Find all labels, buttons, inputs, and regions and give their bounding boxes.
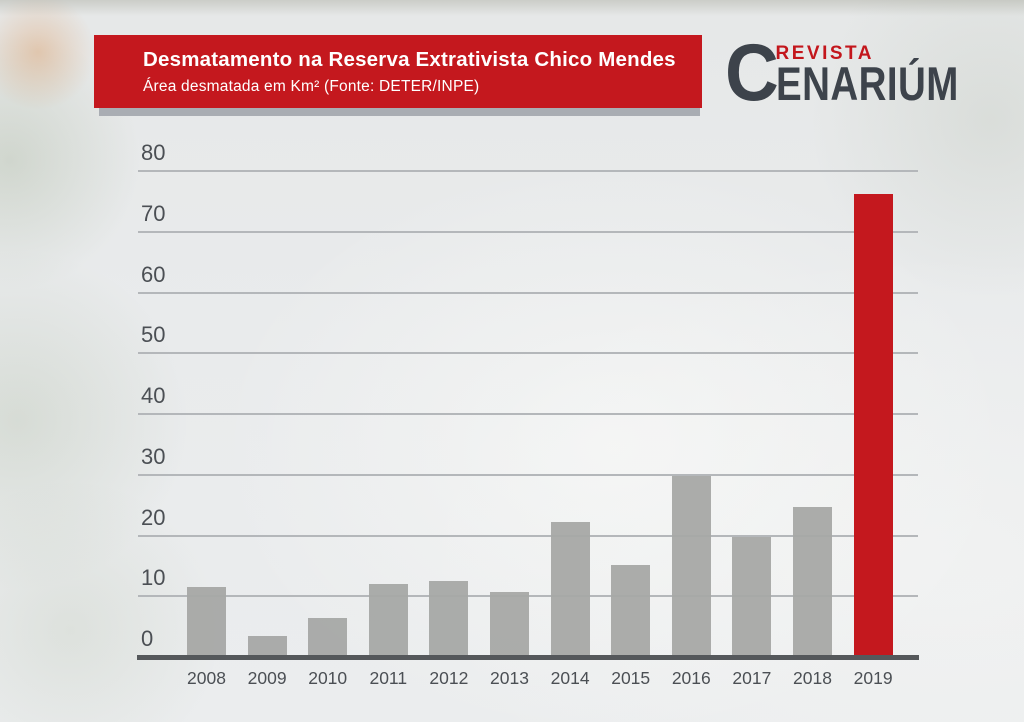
x-axis-line	[137, 655, 919, 660]
logo-letter-c: C	[725, 28, 779, 118]
y-axis-label-50: 50	[141, 322, 166, 348]
bar-2013	[490, 592, 529, 659]
bar-2008	[187, 586, 226, 659]
y-axis-label-10: 10	[141, 565, 166, 591]
x-axis-label-2012: 2012	[429, 668, 469, 688]
bar-2015	[611, 564, 651, 659]
x-axis-label-2013: 2013	[490, 668, 529, 688]
x-axis-label-2014: 2014	[550, 668, 590, 688]
bar-2012	[429, 580, 469, 659]
brand-logo: C REVISTA ENARIÚM	[725, 28, 999, 118]
y-axis-label-70: 70	[141, 200, 166, 226]
bar-2010	[308, 618, 348, 659]
x-axis-label-2018: 2018	[793, 668, 832, 688]
bar-2019	[853, 193, 893, 659]
x-axis-label-2017: 2017	[732, 668, 772, 688]
gridline-80	[138, 170, 918, 172]
chart-subtitle: Área desmatada em Km² (Fonte: DETER/INPE…	[143, 77, 480, 95]
gridline-60	[138, 291, 918, 294]
x-axis-label-2016: 2016	[671, 668, 711, 688]
gridline-70	[138, 230, 918, 233]
header-banner: Desmatamento na Reserva Extrativista Chi…	[94, 35, 702, 108]
y-axis-label-80: 80	[141, 140, 166, 165]
x-axis-label-2010: 2010	[308, 668, 348, 688]
x-axis-label-2015: 2015	[611, 668, 651, 688]
logo-revista-text: REVISTA	[775, 43, 874, 64]
chart-title: Desmatamento na Reserva Extrativista Chi…	[143, 48, 676, 71]
x-axis-label-2019: 2019	[853, 668, 893, 688]
bar-2014	[550, 521, 590, 659]
gridline-30	[138, 473, 918, 476]
bar-2017	[732, 536, 772, 659]
y-axis-label-20: 20	[141, 504, 166, 530]
y-axis-label-60: 60	[141, 261, 166, 287]
gridline-20	[138, 534, 918, 537]
x-axis-label-2008: 2008	[187, 668, 226, 688]
x-axis-label-2011: 2011	[369, 668, 408, 688]
bar-2009	[247, 636, 287, 659]
y-axis-label-30: 30	[141, 443, 166, 469]
logo-text-stack: REVISTA ENARIÚM	[775, 43, 999, 110]
bar-2016	[671, 475, 711, 659]
gridline-50	[138, 352, 918, 355]
bar-2011	[368, 583, 408, 659]
bar-2018	[793, 507, 832, 659]
y-axis-label-40: 40	[141, 383, 166, 408]
banner-shadow	[99, 108, 700, 116]
x-axis-label-2009: 2009	[247, 668, 287, 688]
gridline-40	[138, 413, 918, 415]
logo-cenarium-text: ENARIÚM	[775, 57, 959, 110]
y-axis-label-0: 0	[141, 626, 154, 651]
